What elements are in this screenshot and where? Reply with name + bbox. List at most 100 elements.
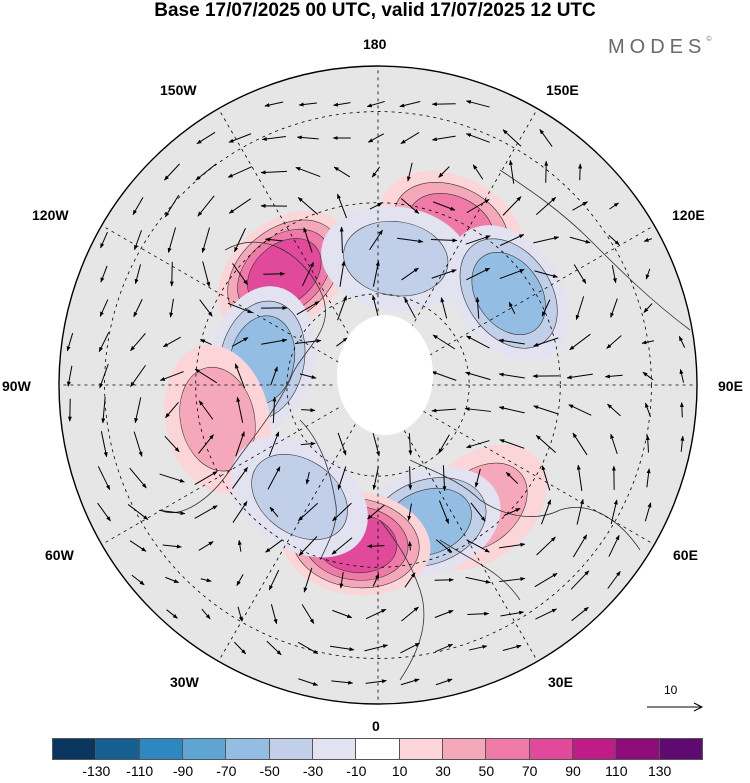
wind-arrow — [265, 539, 283, 553]
wind-arrow — [295, 339, 322, 344]
wind-arrow — [438, 166, 450, 178]
wind-arrow — [645, 268, 651, 280]
wind-arrow — [367, 504, 385, 520]
wind-arrow — [432, 201, 456, 211]
wind-arrow — [299, 373, 317, 379]
wind-arrow — [228, 198, 252, 214]
colorbar-ticks: -130 -110 -90 -70 -50 -30 -10 10 30 50 70 90 110 130 — [0, 763, 750, 783]
wind-arrow — [400, 678, 420, 686]
wind-arrow — [470, 502, 486, 522]
wind-arrow — [401, 267, 419, 281]
wind-arrow — [232, 263, 248, 286]
wind-arrow — [536, 536, 556, 556]
wind-arrow — [435, 539, 453, 553]
wind-arrow — [642, 371, 654, 381]
polar-stereographic-map — [58, 65, 698, 705]
wind-arrow — [268, 569, 280, 591]
wind-arrow — [434, 610, 454, 618]
wind-arrow — [339, 260, 346, 287]
wind-arrow — [97, 466, 111, 491]
wind-arrow — [301, 408, 316, 413]
wind-arrow — [502, 129, 522, 147]
wind-arrow — [296, 301, 320, 315]
wind-arrow — [534, 572, 558, 588]
wind-arrow — [508, 301, 516, 315]
wind-arrow — [576, 464, 583, 491]
wind-arrow — [272, 396, 277, 424]
wind-arrow — [465, 133, 490, 143]
wind-arrow — [570, 570, 590, 590]
latitude-circle — [286, 293, 470, 477]
wind-arrow — [566, 373, 593, 380]
wind-arrow — [337, 432, 347, 456]
lon-label-120e: 120E — [672, 207, 705, 223]
wind-arrow — [500, 610, 525, 617]
wind-arrow — [169, 298, 174, 318]
colorbar-cell — [355, 738, 400, 760]
wind-arrow — [297, 197, 319, 215]
wind-arrow — [464, 407, 491, 412]
colorbar-cell — [52, 738, 97, 760]
wind-arrow — [404, 297, 416, 319]
wind-arrow — [535, 608, 558, 620]
wind-arrow — [331, 680, 354, 685]
wind-arrow — [165, 576, 180, 584]
wind-arrow — [166, 609, 178, 619]
wind-arrow — [332, 502, 352, 522]
wind-arrow — [130, 365, 146, 388]
wind-arrow — [332, 609, 353, 619]
colorbar-tick-label: 70 — [521, 763, 538, 779]
wind-arrow — [263, 271, 286, 276]
wind-arrow — [302, 261, 314, 287]
wind-arrow — [466, 539, 490, 553]
wind-arrow — [167, 227, 177, 253]
wind-arrow — [129, 467, 147, 489]
wind-arrow — [431, 371, 457, 381]
colorbar-cell — [615, 738, 660, 760]
wind-arrow — [679, 402, 684, 418]
wind-arrow — [568, 404, 592, 416]
wind-arrow — [232, 467, 248, 489]
wind-arrow — [643, 303, 653, 313]
wind-arrow — [131, 574, 145, 586]
wind-arrow — [101, 397, 106, 424]
colorbar-cell — [398, 738, 443, 760]
wind-arrow — [200, 578, 212, 583]
wind-arrow — [678, 335, 686, 348]
wind-arrow — [298, 678, 319, 686]
wind-arrow — [469, 645, 488, 651]
wind-arrow — [269, 506, 279, 518]
wind-arrow — [333, 166, 351, 178]
wind-arrow — [644, 502, 652, 522]
lon-label-150w: 150W — [160, 82, 197, 98]
wind-arrow — [236, 396, 244, 423]
wind-arrow — [575, 296, 585, 321]
wind-arrow — [505, 471, 519, 485]
colorbar-tick-label: 10 — [391, 763, 408, 779]
wind-arrow — [267, 466, 281, 490]
wind-arrow — [227, 166, 253, 178]
wind-arrow — [129, 540, 147, 552]
wind-arrow — [466, 335, 490, 349]
colorbar-cell — [658, 738, 703, 760]
wind-arrow — [201, 608, 211, 620]
wind-arrow — [227, 302, 253, 314]
wind-arrow — [298, 102, 317, 107]
lon-label-90e: 90E — [718, 378, 743, 394]
wind-arrow — [466, 440, 490, 449]
map-title: Base 17/07/2025 00 UTC, valid 17/07/2025… — [154, 0, 596, 21]
anomaly-shading — [164, 171, 570, 596]
wind-arrow — [130, 332, 146, 352]
wind-arrow — [569, 236, 591, 244]
wind-arrow — [608, 534, 620, 557]
wind-arrow — [431, 408, 457, 413]
wind-arrow — [572, 432, 588, 456]
wind-arrow — [169, 261, 174, 287]
wind-scale-label: 10 — [664, 683, 678, 697]
wind-arrow — [159, 473, 185, 483]
wind-arrow — [533, 236, 560, 244]
wind-arrow — [162, 544, 182, 549]
wind-arrow — [499, 439, 525, 449]
wind-vectors — [66, 100, 686, 686]
wind-arrow — [407, 503, 412, 521]
